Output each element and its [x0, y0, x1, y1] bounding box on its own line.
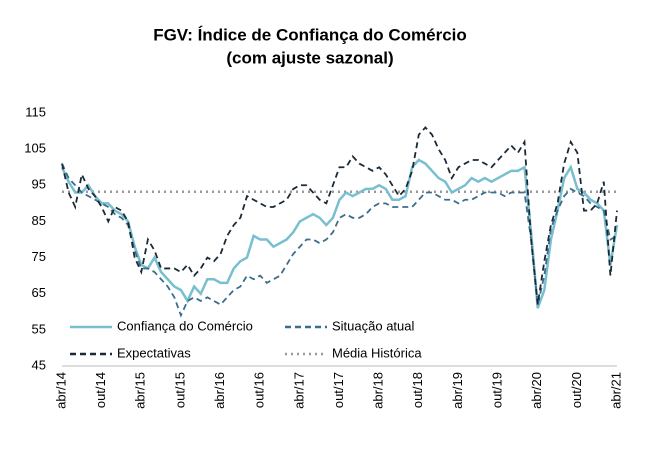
series-line	[61, 126, 618, 305]
x-tick-label: abr/21	[608, 372, 623, 409]
legend-label: Situação atual	[332, 318, 415, 333]
x-tick-label: abr/18	[371, 372, 386, 409]
y-tick-label: 85	[32, 213, 46, 228]
y-tick-label: 115	[25, 104, 46, 119]
x-tick-label: out/14	[93, 372, 108, 408]
x-tick-label: abr/16	[212, 372, 227, 409]
x-tick-label: abr/14	[53, 372, 68, 409]
legend-label: Média Histórica	[332, 345, 422, 360]
y-tick-label: 55	[32, 321, 46, 336]
legend-label: Expectativas	[117, 345, 191, 360]
legend-label: Confiança do Comércio	[117, 318, 253, 333]
x-tick-label: out/18	[410, 372, 425, 408]
y-tick-label: 75	[32, 249, 46, 264]
y-tick-label: 95	[32, 177, 46, 192]
x-tick-label: out/19	[490, 372, 505, 408]
y-tick-label: 65	[32, 285, 46, 300]
x-tick-label: out/16	[252, 372, 267, 408]
x-tick-label: abr/15	[133, 372, 148, 409]
x-tick-label: out/20	[569, 372, 584, 408]
x-tick-label: out/15	[172, 372, 187, 408]
series-line	[61, 163, 618, 318]
x-tick-label: abr/20	[529, 372, 544, 409]
x-tick-label: abr/17	[291, 372, 306, 409]
x-tick-label: out/17	[331, 372, 346, 408]
x-tick-label: abr/19	[450, 372, 465, 409]
chart-title: FGV: Índice de Confiança do Comércio	[153, 25, 467, 44]
chart-subtitle: (com ajuste sazonal)	[226, 48, 393, 67]
series-line	[60, 158, 619, 309]
y-tick-label: 105	[24, 141, 46, 156]
y-tick-label: 45	[32, 357, 46, 372]
